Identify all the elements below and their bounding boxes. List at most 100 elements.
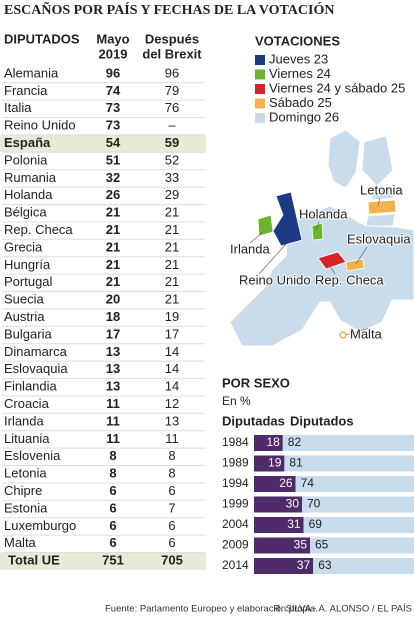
map-label: Holanda bbox=[299, 206, 348, 221]
bar bbox=[254, 476, 296, 492]
seats-2019: 32 bbox=[106, 170, 120, 185]
country-name: Eslovenia bbox=[4, 448, 61, 463]
bar bbox=[310, 537, 414, 554]
map-label: Irlanda bbox=[230, 241, 271, 256]
seats-brexit: 21 bbox=[165, 274, 179, 289]
country-name: Hungría bbox=[4, 257, 51, 272]
data-label: 35 bbox=[294, 538, 308, 552]
seats-2019: 13 bbox=[106, 361, 120, 376]
data-label: 30 bbox=[286, 497, 300, 511]
seats-2019: 8 bbox=[109, 448, 116, 463]
bar bbox=[254, 496, 302, 513]
row-highlight bbox=[0, 552, 206, 570]
column-header: Después bbox=[145, 31, 199, 46]
bar bbox=[254, 455, 285, 472]
country-name: Reino Unido bbox=[4, 118, 76, 133]
country-name: Suecia bbox=[4, 292, 45, 307]
map-label: Rep. Checa bbox=[315, 272, 384, 287]
seats-brexit: 33 bbox=[165, 170, 179, 185]
seats-2019: 6 bbox=[109, 535, 116, 550]
seats-brexit: 7 bbox=[168, 500, 175, 515]
seats-brexit: 29 bbox=[165, 187, 179, 202]
country-name: Bélgica bbox=[4, 205, 47, 220]
seats-2019: 26 bbox=[106, 187, 120, 202]
country bbox=[272, 191, 303, 247]
data-label: 70 bbox=[307, 497, 321, 511]
bar bbox=[254, 558, 314, 574]
map-label: Eslovaquia bbox=[347, 231, 411, 246]
leader-line bbox=[377, 197, 381, 207]
bar bbox=[282, 435, 414, 451]
seats-2019: 21 bbox=[106, 239, 120, 254]
seats-2019: 21 bbox=[106, 205, 120, 220]
seats-brexit: 17 bbox=[165, 326, 179, 341]
y-tick-label: 2009 bbox=[222, 538, 249, 552]
seats-2019: 6 bbox=[109, 518, 116, 533]
map-label: Letonia bbox=[360, 182, 403, 197]
column-header: Mayo bbox=[96, 31, 129, 46]
bar bbox=[254, 537, 310, 554]
country-name: Alemania bbox=[4, 65, 59, 80]
seats-brexit: 8 bbox=[168, 448, 175, 463]
leader-line bbox=[327, 262, 336, 275]
seats-2019: 21 bbox=[106, 257, 120, 272]
country bbox=[345, 258, 365, 272]
country-name: Croacia bbox=[4, 396, 50, 411]
country bbox=[229, 205, 414, 347]
data-label: 82 bbox=[288, 435, 302, 449]
legend-label: Domingo 26 bbox=[269, 109, 339, 124]
country-name: España bbox=[4, 135, 51, 150]
legend-swatch bbox=[255, 113, 265, 123]
country bbox=[365, 213, 396, 227]
seats-brexit: 6 bbox=[168, 518, 175, 533]
bar bbox=[284, 455, 414, 472]
country-name: Letonia bbox=[4, 466, 47, 481]
bar bbox=[295, 476, 414, 492]
country-name: Eslovaquia bbox=[4, 361, 68, 376]
legend-swatch bbox=[255, 98, 265, 109]
seats-2019: 51 bbox=[106, 152, 120, 167]
seats-brexit: 14 bbox=[165, 361, 179, 376]
country-name: Bulgaria bbox=[4, 326, 52, 341]
leader-line bbox=[258, 243, 287, 275]
seats-brexit: 21 bbox=[165, 292, 179, 307]
country-name: Rep. Checa bbox=[4, 222, 73, 237]
bar bbox=[302, 496, 414, 513]
country-name: Portugal bbox=[4, 274, 53, 289]
country-name: Austria bbox=[4, 309, 45, 324]
seats-2019: 18 bbox=[106, 309, 120, 324]
seats-2019: 54 bbox=[106, 135, 121, 150]
seats-2019: 751 bbox=[102, 553, 124, 568]
seats-2019: 11 bbox=[106, 431, 120, 446]
seats-brexit: 21 bbox=[165, 205, 179, 220]
country-name: Estonia bbox=[4, 500, 48, 515]
seats-brexit: 13 bbox=[165, 413, 179, 428]
seats-brexit: 96 bbox=[165, 65, 179, 80]
legend-label: Diputadas bbox=[222, 413, 285, 428]
seats-brexit: 21 bbox=[165, 222, 179, 237]
country bbox=[361, 135, 394, 187]
seats-brexit: 14 bbox=[165, 379, 179, 394]
y-tick-label: 1984 bbox=[222, 435, 249, 449]
data-label: 63 bbox=[318, 558, 332, 572]
country-name: Dinamarca bbox=[4, 344, 68, 359]
data-label: 31 bbox=[287, 517, 301, 531]
seats-brexit: 705 bbox=[161, 553, 183, 568]
country bbox=[371, 187, 394, 201]
seats-2019: 73 bbox=[106, 118, 120, 133]
y-tick-label: 1999 bbox=[222, 497, 249, 511]
column-header: DIPUTADOS bbox=[4, 31, 80, 46]
seats-brexit: 76 bbox=[165, 100, 179, 115]
y-tick-label: 1994 bbox=[222, 476, 249, 490]
seats-2019: 6 bbox=[109, 483, 116, 498]
seats-brexit: 11 bbox=[165, 431, 179, 446]
bar bbox=[303, 517, 414, 533]
seats-2019: 20 bbox=[106, 292, 120, 307]
seats-2019: 11 bbox=[106, 413, 120, 428]
legend-label: Viernes 24 y sábado 25 bbox=[269, 80, 405, 95]
data-label: 37 bbox=[297, 558, 311, 572]
seats-2019: 73 bbox=[106, 100, 120, 115]
country-name: Francia bbox=[4, 83, 48, 98]
seats-2019: 17 bbox=[106, 326, 120, 341]
